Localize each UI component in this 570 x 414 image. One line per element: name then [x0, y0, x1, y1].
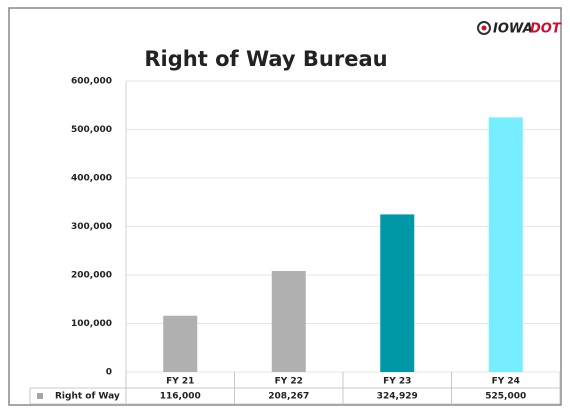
logo-icon-dot: [481, 25, 487, 31]
x-tick-label: FY 22: [275, 377, 303, 387]
table-value: 324,929: [377, 392, 418, 402]
chart-title: Right of Way Bureau: [144, 47, 387, 71]
bar: [380, 214, 415, 372]
y-tick-label: 500,000: [71, 125, 112, 135]
table-value: 208,267: [268, 392, 309, 402]
y-tick-label: 0: [106, 368, 112, 378]
y-tick-label: 300,000: [71, 222, 112, 232]
bar: [488, 117, 523, 372]
logo-accent: DOT: [530, 22, 562, 37]
bar: [271, 270, 306, 372]
logo-icon: [477, 21, 491, 35]
bar: [163, 315, 198, 372]
y-tick-label: 600,000: [71, 77, 112, 87]
x-tick-label: FY 23: [383, 377, 411, 387]
table-value: 116,000: [160, 392, 201, 402]
x-tick-label: FY 21: [166, 377, 194, 387]
logo-name: IOWA: [493, 22, 533, 37]
y-tick-label: 200,000: [71, 271, 112, 281]
y-tick-label: 400,000: [71, 174, 112, 184]
x-tick-label: FY 24: [492, 377, 520, 387]
table-value: 525,000: [485, 392, 526, 402]
legend-key: [37, 393, 43, 399]
legend-label: Right of Way: [55, 392, 120, 402]
y-tick-label: 100,000: [71, 319, 112, 329]
